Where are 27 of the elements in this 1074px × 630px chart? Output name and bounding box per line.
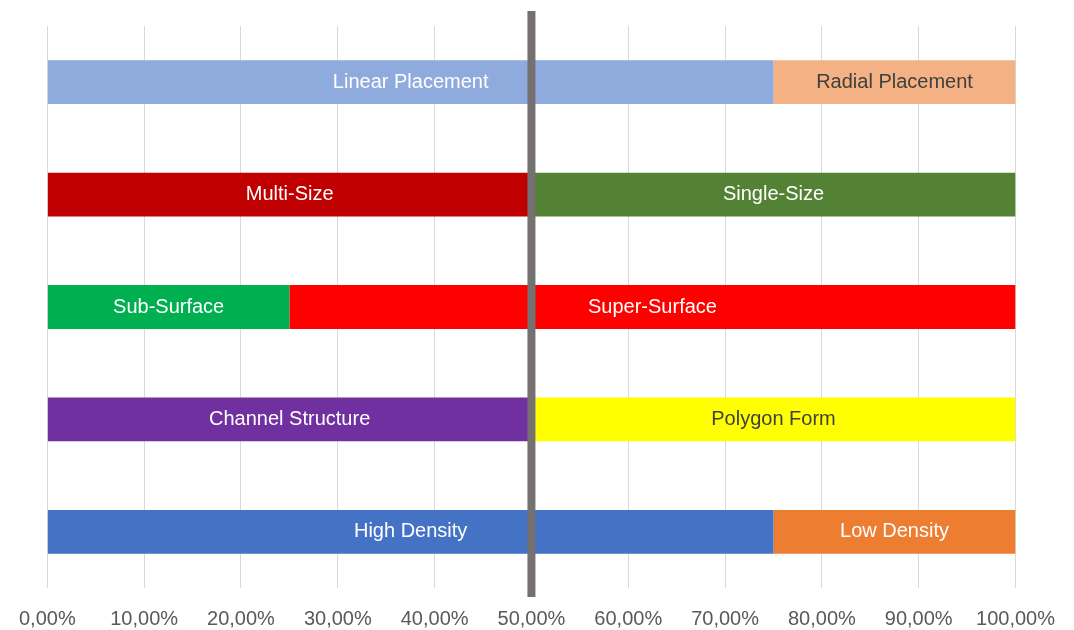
x-tick-label: 50,00% <box>497 606 566 629</box>
bar <box>773 60 1016 105</box>
data-label: Super-Surface <box>587 294 717 317</box>
bar <box>47 60 774 105</box>
bar <box>47 509 774 554</box>
x-tick-label: 80,00% <box>787 606 857 629</box>
bar <box>47 285 290 329</box>
x-tick-label: 40,00% <box>400 606 469 629</box>
x-tick-label: 90,00% <box>884 606 953 629</box>
data-label: Multi-Size <box>245 182 334 205</box>
data-label: High Density <box>353 519 468 542</box>
x-tick-label: 60,00% <box>594 606 663 629</box>
data-label: Radial Placement <box>816 69 974 92</box>
data-label: Linear Placement <box>332 69 489 92</box>
bar <box>773 509 1016 554</box>
x-tick-label: 0,00% <box>19 606 76 629</box>
x-tick-label: 30,00% <box>303 606 372 629</box>
data-label: Polygon Form <box>711 406 836 429</box>
data-label: Sub-Surface <box>113 294 225 317</box>
data-label: Single-Size <box>722 182 825 205</box>
x-tick-label: 100,00% <box>976 606 1056 629</box>
x-tick-label: 70,00% <box>691 606 760 629</box>
x-tick-label: 20,00% <box>207 606 276 629</box>
data-label: Channel Structure <box>209 406 371 429</box>
x-tick-label: 10,00% <box>110 606 179 629</box>
bar <box>289 285 1016 329</box>
data-label: Low Density <box>840 519 949 542</box>
